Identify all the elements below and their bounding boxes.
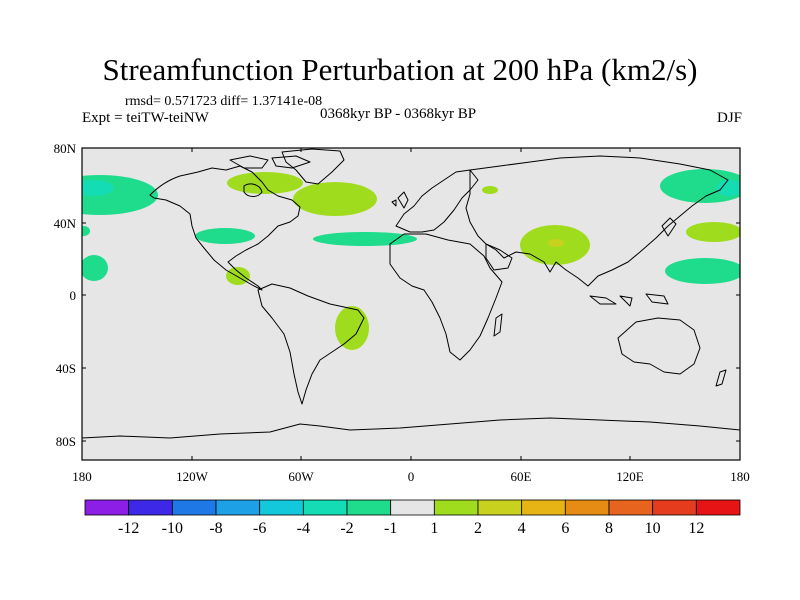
colorbar-label: 6 [561,520,569,537]
anomaly-south-asia-core [548,239,564,247]
coast-greenland [281,148,345,185]
coast-madagascar [493,313,503,337]
anomaly-central-pacific [82,255,108,281]
lon-label: 0 [408,469,415,484]
colorbar-box [608,499,654,516]
lon-label: 60W [288,469,314,484]
coastlines [82,148,740,439]
colorbar-box [84,499,130,516]
coast-europe [395,169,479,233]
coast-indonesia [589,293,669,307]
colorbar-box [695,499,741,516]
coast-africa [389,233,503,361]
colorbar-box [171,499,217,516]
colorbar-box [521,499,566,516]
anomaly-gulf [195,228,255,244]
anomaly-north-pacific-east [660,169,740,203]
lon-label: 60E [511,469,532,484]
colorbar-box [215,499,261,516]
colorbar-box [346,499,392,516]
anomaly-west-pacific [665,258,740,284]
colorbar-box [564,499,610,516]
colorbar-box [302,499,348,516]
stats-text: rmsd= 0.571723 diff= 1.37141e-08 [125,94,323,109]
colorbar-label: -1 [384,520,397,537]
lat-label: 40N [54,216,77,231]
experiment-label: Expt = teiTW-teiNW [82,110,209,126]
colorbar-labels: -12 -10 -8 -6 -4 -2 -1 1 2 4 6 8 10 12 [118,520,704,537]
season-label: DJF [716,110,742,126]
colorbar-label: 8 [605,520,613,537]
colorbar [84,499,741,516]
colorbar-box [433,499,479,516]
coast-south-america [257,283,365,405]
colorbar-box [652,499,697,516]
colorbar-label: -4 [297,520,310,537]
period-label: 0368kyr BP - 0368kyr BP [320,106,477,122]
lat-label: 0 [70,288,77,303]
colorbar-label: -8 [209,520,222,537]
colorbar-label: 1 [430,520,438,537]
lon-label: 120E [616,469,644,484]
colorbar-label: -6 [253,520,266,537]
colorbar-box [477,499,523,516]
coast-asia [465,155,729,287]
lat-label: 80S [56,434,76,449]
anomaly-caribbean [226,267,250,285]
colorbar-label: 10 [645,520,661,537]
anomaly-north-pacific-west-core [82,180,114,196]
colorbar-box [259,499,304,516]
lat-label: 40S [56,361,76,376]
anomaly-northwest-pacific [686,222,740,242]
lat-labels: 80N 40N 0 40S 80S [54,141,77,449]
colorbar-label: -2 [340,520,353,537]
lon-label: 180 [730,469,750,484]
coast-british-isles [391,191,409,209]
anomaly-layer [82,169,740,350]
coast-arctic-islands [229,155,311,169]
coast-north-america [149,165,301,291]
anomaly-canada [227,172,303,194]
anomaly-brazil [335,306,369,350]
coast-antarctica [82,417,740,439]
anomaly-north-atlantic [313,232,417,246]
colorbar-box [128,499,173,516]
coast-new-zealand [715,369,727,387]
lon-label: 120W [176,469,209,484]
colorbar-label: 12 [688,520,704,537]
coast-hudson-bay [243,183,263,197]
colorbar-label: 2 [474,520,482,537]
axis-ticks [81,147,741,460]
colorbar-label: -10 [162,520,183,537]
coast-arabia [485,243,513,271]
lon-label: 180 [72,469,92,484]
colorbar-label: -12 [118,520,139,537]
anomaly-eurasia-small [482,186,498,194]
plot-title: Streamfunction Perturbation at 200 hPa (… [102,52,698,87]
colorbar-box [390,499,435,516]
colorbar-label: 4 [518,520,526,537]
anomaly-north-atlantic-west [293,182,377,216]
lat-label: 80N [54,141,77,156]
lon-labels: 180 120W 60W 0 60E 120E 180 [72,469,750,484]
map-background [82,148,740,460]
anomaly-north-pacific-east-core [716,180,740,196]
coast-australia [617,317,701,375]
anomaly-north-pacific-edge [82,226,90,236]
coast-japan [661,217,677,237]
